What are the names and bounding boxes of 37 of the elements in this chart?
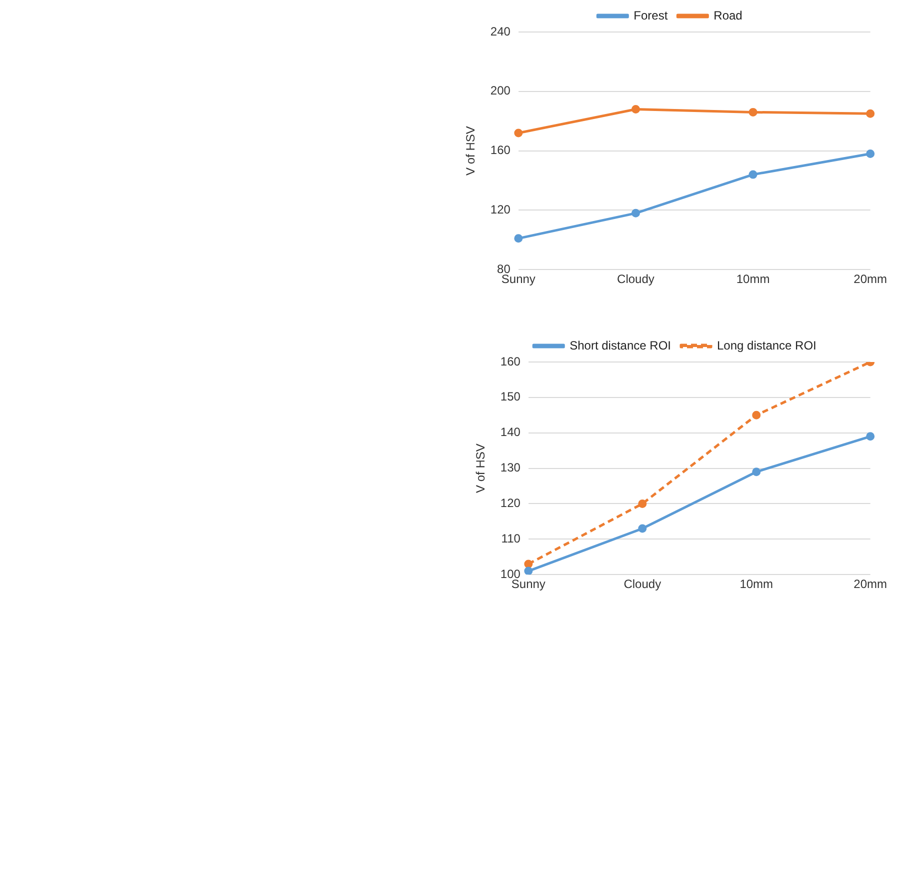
x-tick-label: 20mm [854,577,887,592]
point [752,468,761,476]
point [748,108,758,116]
legend-label: Long distance ROI [716,338,816,352]
legend-label: Short distance ROI [570,338,672,352]
x-tick-label: 20mm [854,272,887,286]
point [514,234,523,243]
legend-label: Road [714,8,742,22]
y-axis-title: V of HSV [464,126,478,176]
point [748,170,758,179]
y-axis-title: V of HSV [474,444,488,493]
y-tick-label: 130 [500,460,521,475]
point [524,566,533,575]
legend-label: Forest [634,8,668,22]
point [866,109,875,118]
x-tick-label: 10mm [740,577,774,592]
point [638,524,647,533]
y-tick-label: 200 [490,84,511,98]
x-tick-label: Cloudy [617,272,654,286]
y-tick-label: 240 [490,24,511,38]
y-tick-label: 160 [500,354,521,368]
x-tick-label: Cloudy [624,577,662,592]
y-tick-label: 110 [501,531,521,546]
y-tick-label: 120 [500,496,521,510]
point [866,150,875,158]
point [752,410,761,420]
point [631,104,640,114]
point [638,499,647,508]
point [866,432,875,441]
y-tick-label: 160 [490,143,511,158]
y-tick-label: 120 [490,202,511,217]
point [514,128,523,138]
y-tick-label: 140 [500,425,521,440]
y-tick-label: 150 [500,390,521,404]
point [631,208,640,218]
x-tick-label: 10mm [736,272,770,286]
point [524,560,533,568]
